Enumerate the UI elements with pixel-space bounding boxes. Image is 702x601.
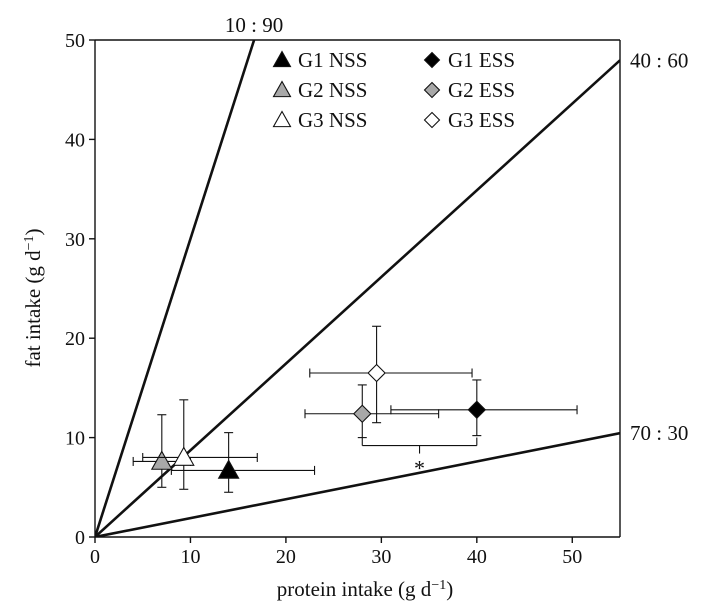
marker-g3-nss bbox=[172, 446, 195, 466]
x-tick-label: 10 bbox=[180, 546, 200, 568]
significance-label: * bbox=[414, 456, 425, 481]
ratio-labels: 10 : 90 40 : 60 70 : 30 bbox=[225, 13, 688, 445]
ratio-line-40-60-label: 40 : 60 bbox=[630, 48, 688, 72]
y-tick-label: 40 bbox=[65, 129, 85, 151]
point-g3-nss bbox=[142, 399, 258, 490]
legend-marker-g1-nss bbox=[272, 50, 292, 68]
ratio-line-70-30 bbox=[95, 431, 620, 537]
ratio-line-10-90 bbox=[95, 40, 256, 537]
legend-marker-g2-ess bbox=[423, 81, 441, 99]
data-points bbox=[132, 325, 578, 493]
point-g1-nss bbox=[170, 432, 316, 493]
legend-label-g2-nss: G2 NSS bbox=[298, 78, 367, 102]
legend-label-g3-ess: G3 ESS bbox=[448, 108, 515, 132]
y-axis-title: fat intake (g d−1) bbox=[21, 228, 45, 367]
x-tick-label: 40 bbox=[467, 546, 487, 568]
legend-label-g1-ess: G1 ESS bbox=[448, 48, 515, 72]
axes: 0 10 20 30 40 50 0 10 20 30 40 50 bbox=[65, 30, 621, 568]
ratio-line-10-90-label: 10 : 90 bbox=[225, 13, 283, 37]
y-tick-label: 0 bbox=[75, 527, 85, 549]
x-tick-label: 20 bbox=[276, 546, 296, 568]
legend: G1 NSS G2 NSS G3 NSS G1 ESS G2 ESS G3 ESS bbox=[272, 48, 515, 132]
legend-marker-g3-ess bbox=[423, 111, 441, 129]
marker-g1-ess bbox=[467, 400, 487, 420]
y-tick-label: 50 bbox=[65, 30, 85, 52]
legend-label-g2-ess: G2 ESS bbox=[448, 78, 515, 102]
y-tick-label: 20 bbox=[65, 328, 85, 350]
marker-g2-ess bbox=[352, 404, 372, 424]
marker-g1-nss bbox=[217, 459, 240, 479]
y-tick-label: 30 bbox=[65, 229, 85, 251]
point-g1-ess bbox=[390, 379, 578, 437]
ratio-line-70-30-label: 70 : 30 bbox=[630, 421, 688, 445]
x-axis-title: protein intake (g d−1) bbox=[277, 577, 453, 601]
point-g2-ess bbox=[304, 384, 440, 439]
significance-bracket: * bbox=[361, 437, 478, 481]
marker-g3-ess bbox=[367, 363, 386, 383]
legend-marker-g3-nss bbox=[272, 110, 292, 128]
legend-marker-g2-nss bbox=[272, 80, 292, 98]
marker-g2-nss bbox=[150, 450, 173, 470]
legend-label-g1-nss: G1 NSS bbox=[298, 48, 367, 72]
legend-marker-g1-ess bbox=[423, 51, 441, 69]
legend-label-g3-nss: G3 NSS bbox=[298, 108, 367, 132]
x-tick-label: 0 bbox=[90, 546, 100, 568]
x-tick-label: 30 bbox=[371, 546, 391, 568]
point-g3-ess bbox=[309, 325, 473, 424]
y-tick-label: 10 bbox=[65, 428, 85, 450]
x-tick-label: 50 bbox=[562, 546, 582, 568]
